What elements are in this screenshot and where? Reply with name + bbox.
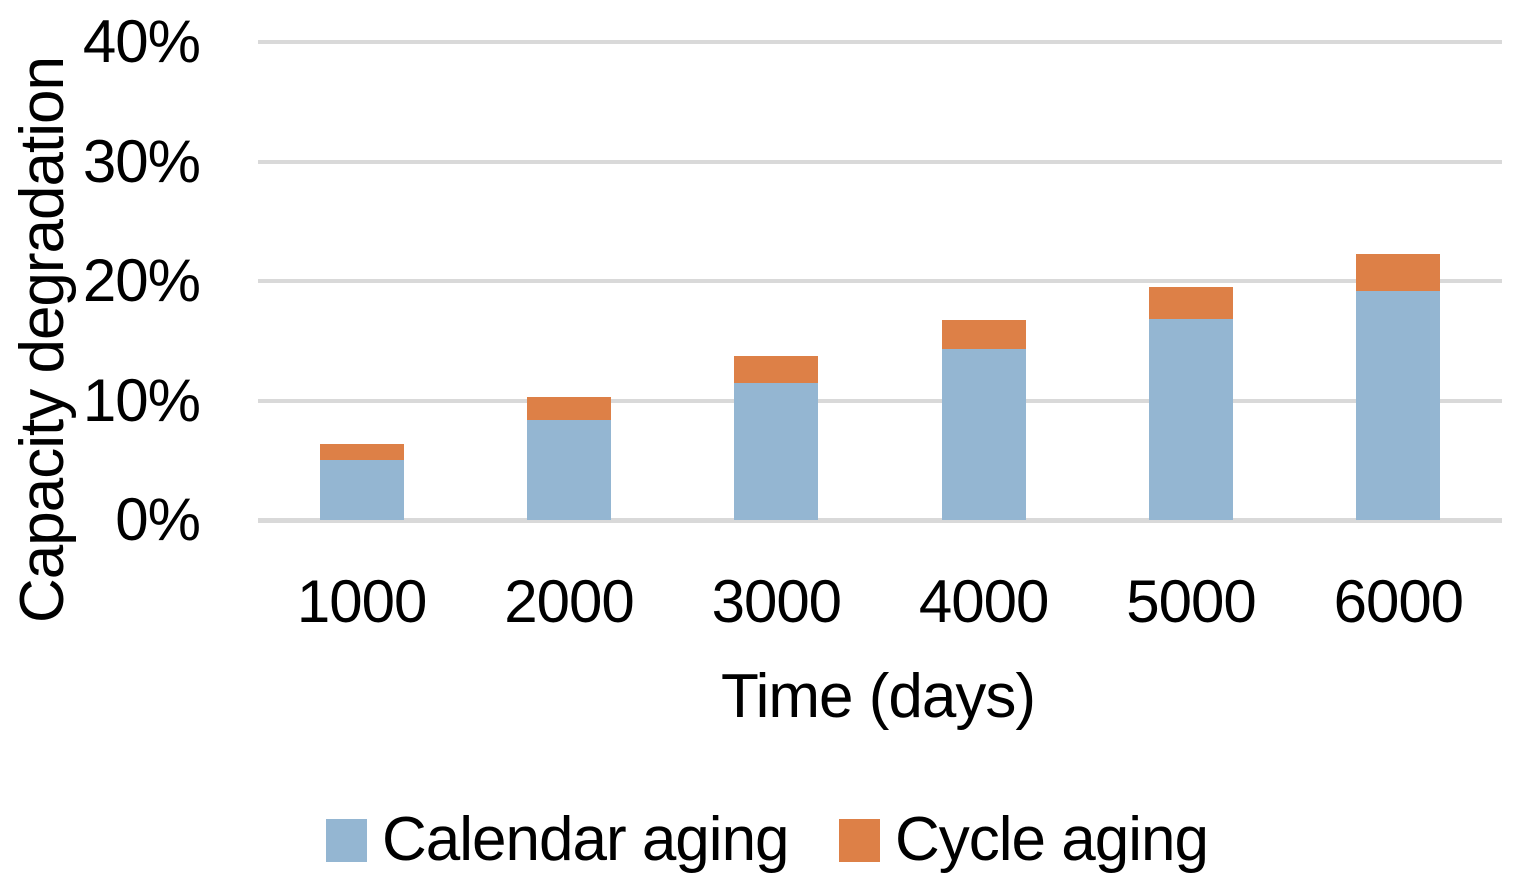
y-tick-label-0%: 0% xyxy=(115,486,201,553)
y-tick-label-10%: 10% xyxy=(82,366,201,434)
x-tick-label-1000: 1000 xyxy=(296,568,427,635)
y-tick-label-30%: 30% xyxy=(82,127,201,195)
legend-item-cycle-aging: Cycle aging xyxy=(839,805,1209,874)
gridline-10% xyxy=(258,398,1502,403)
cycle-aging-swatch-icon xyxy=(839,818,880,862)
bar-group-5000 xyxy=(1149,286,1233,520)
bar-group-3000 xyxy=(734,356,819,520)
gridline-20% xyxy=(258,279,1502,283)
legend-item-calendar-aging: Calendar aging xyxy=(326,805,790,874)
cycle-aging-segment-1000 xyxy=(319,443,404,461)
x-tick-label-2000: 2000 xyxy=(504,568,634,635)
bar-group-4000 xyxy=(941,320,1026,520)
bar-group-1000 xyxy=(319,443,404,520)
bar-group-2000 xyxy=(527,396,611,520)
x-tick-label-3000: 3000 xyxy=(711,568,842,635)
bar-group-6000 xyxy=(1356,253,1441,520)
legend-label-cycle-aging: Cycle aging xyxy=(895,805,1209,874)
calendar-aging-swatch-icon xyxy=(326,818,367,862)
y-tick-label-40%: 40% xyxy=(82,8,201,75)
x-tick-label-5000: 5000 xyxy=(1126,568,1256,635)
cycle-aging-segment-3000 xyxy=(734,356,819,383)
x-tick-label-4000: 4000 xyxy=(918,568,1049,635)
calendar-aging-segment-2000 xyxy=(527,419,611,520)
gridline-30% xyxy=(258,159,1502,164)
calendar-aging-segment-6000 xyxy=(1356,290,1441,520)
legend-label-calendar-aging: Calendar aging xyxy=(382,805,790,874)
calendar-aging-segment-5000 xyxy=(1149,319,1233,520)
cycle-aging-segment-2000 xyxy=(527,396,611,420)
y-tick-label-20%: 20% xyxy=(82,247,201,314)
cycle-aging-segment-6000 xyxy=(1356,253,1441,291)
x-axis-title: Time (days) xyxy=(721,662,1036,731)
calendar-aging-segment-3000 xyxy=(734,382,819,520)
cycle-aging-segment-4000 xyxy=(941,320,1026,350)
cycle-aging-segment-5000 xyxy=(1149,286,1233,320)
calendar-aging-segment-1000 xyxy=(319,460,404,520)
calendar-aging-segment-4000 xyxy=(941,349,1026,520)
gridline-40% xyxy=(258,40,1502,44)
gridline-0% xyxy=(258,518,1502,523)
x-tick-label-6000: 6000 xyxy=(1333,568,1464,635)
